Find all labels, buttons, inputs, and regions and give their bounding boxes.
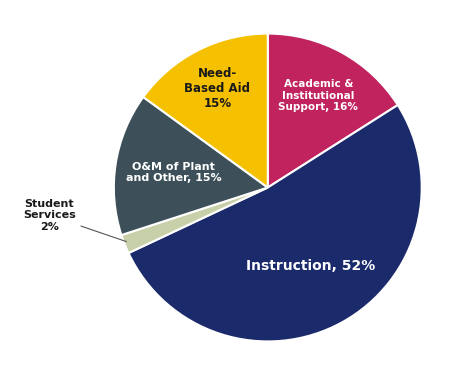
- Text: O&M of Plant
and Other, 15%: O&M of Plant and Other, 15%: [126, 162, 221, 183]
- Text: Academic &
Institutional
Support, 16%: Academic & Institutional Support, 16%: [278, 79, 358, 112]
- Wedge shape: [128, 105, 422, 341]
- Wedge shape: [121, 188, 268, 253]
- Text: Student
Services
2%: Student Services 2%: [23, 199, 127, 242]
- Wedge shape: [143, 34, 268, 188]
- Text: Instruction, 52%: Instruction, 52%: [246, 259, 375, 273]
- Wedge shape: [268, 34, 398, 188]
- Text: Need-
Based Aid
15%: Need- Based Aid 15%: [184, 67, 250, 110]
- Wedge shape: [114, 97, 268, 235]
